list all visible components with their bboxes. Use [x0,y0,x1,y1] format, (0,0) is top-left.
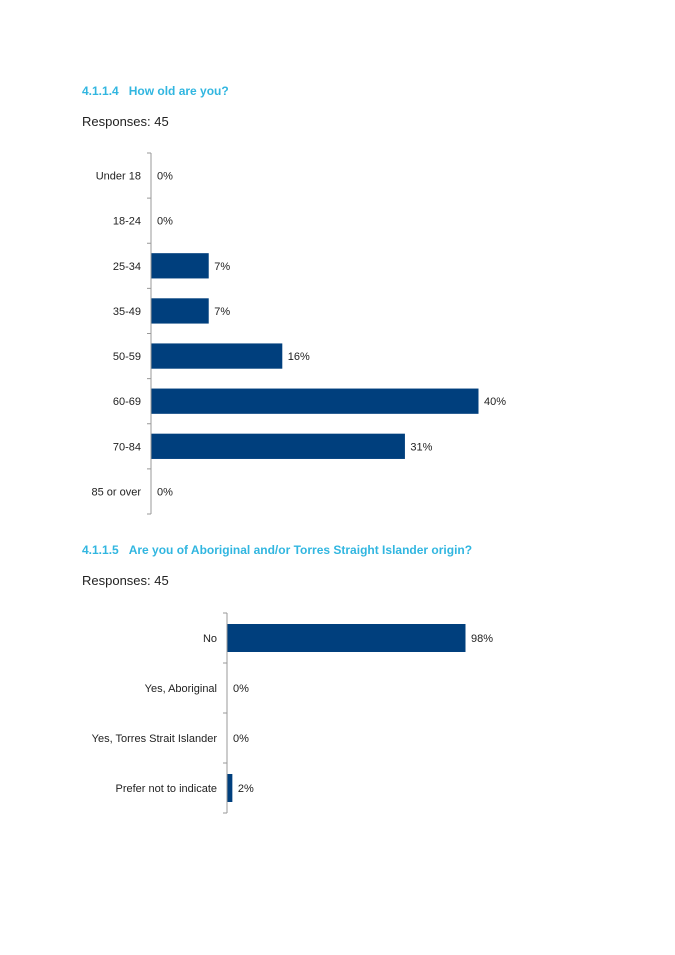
age-category-label: 60-69 [113,396,141,408]
age-value-label: 40% [484,396,506,408]
age-value-label: 0% [157,486,173,498]
section-heading-age: 4.1.1.4 How old are you? [82,84,229,98]
age-value-label: 16% [288,351,310,363]
age-category-label: Under 18 [96,171,141,183]
section-question: How old are you? [128,84,229,98]
origin-bar-chart: No 98% Yes, Aboriginal 0% Yes, Torres Strait… [92,612,493,814]
origin-value-label: 0% [233,683,249,695]
age-value-label: 7% [214,306,230,318]
age-category-label: 85 or over [91,486,141,498]
origin-bar [227,774,233,802]
age-bar [151,343,283,369]
origin-category-label: Yes, Torres Strait Islander [92,733,218,745]
section-number: 4.1.1.4 [82,84,119,98]
age-bar [151,298,209,324]
age-category-label: 18-24 [113,216,141,228]
section-number: 4.1.1.5 [82,543,119,557]
origin-bar [227,624,466,652]
origin-category-label: Yes, Aboriginal [145,683,217,695]
age-category-label: 70-84 [113,441,141,453]
responses-count: Responses: 45 [82,573,169,588]
age-value-label: 0% [157,171,173,183]
age-category-label: 25-34 [113,261,141,273]
responses-count: Responses: 45 [82,114,169,129]
age-category-label: 50-59 [113,351,141,363]
age-category-label: 35-49 [113,306,141,318]
section-heading-origin: 4.1.1.5 Are you of Aboriginal and/or Torr… [82,543,472,557]
age-value-label: 7% [214,261,230,273]
origin-category-label: No [203,633,217,645]
origin-category-label: Prefer not to indicate [115,783,217,795]
origin-value-label: 2% [238,783,254,795]
age-bar-chart: Under 18 0% 18-24 0% 25-34 7% 35-49 7% 50-59 16% 6… [91,152,506,515]
origin-value-label: 98% [471,633,493,645]
age-value-label: 0% [157,216,173,228]
age-bar [151,433,405,459]
age-bar [151,388,479,414]
section-question: Are you of Aboriginal and/or Torres Stra… [128,543,473,557]
age-value-label: 31% [410,441,432,453]
age-bar [151,253,209,279]
origin-value-label: 0% [233,733,249,745]
